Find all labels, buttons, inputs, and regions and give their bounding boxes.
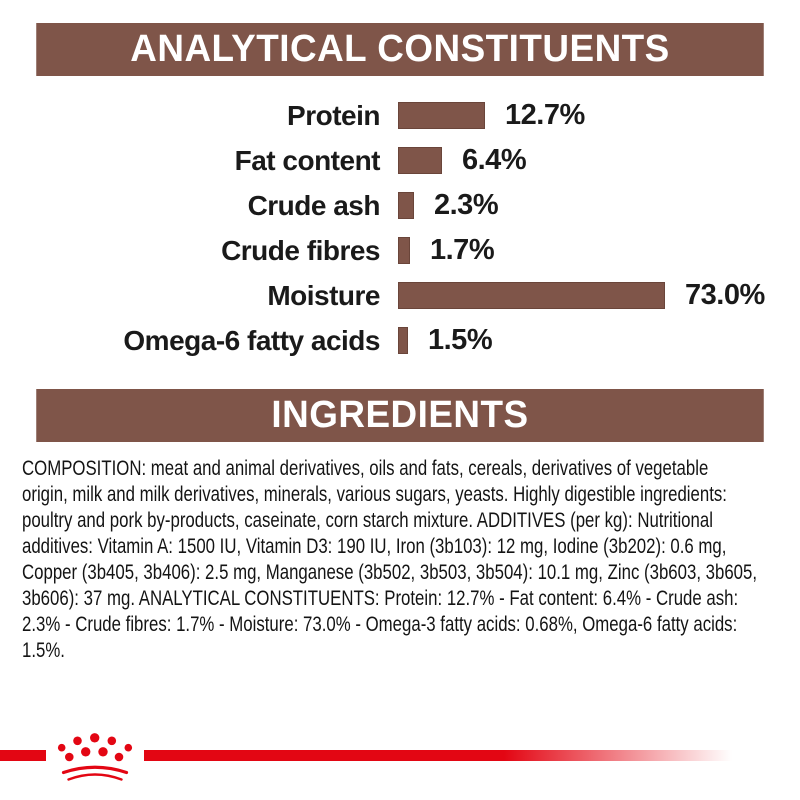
chart-row: Omega-6 fatty acids 1.5% bbox=[0, 318, 800, 363]
chart-category-label: Fat content bbox=[234, 144, 381, 176]
chart-category-label: Crude fibres bbox=[221, 234, 380, 266]
chart-bar bbox=[398, 147, 442, 174]
chart-bar bbox=[398, 282, 665, 309]
ingredients-header: INGREDIENTS bbox=[36, 389, 764, 442]
analytical-constituents-header: ANALYTICAL CONSTITUENTS bbox=[36, 23, 764, 76]
red-stripe-right bbox=[144, 750, 744, 761]
chart-bar bbox=[398, 237, 410, 264]
chart-row: Moisture 73.0% bbox=[0, 273, 800, 318]
analytical-constituents-title: ANALYTICAL CONSTITUENTS bbox=[130, 28, 670, 70]
chart-value-label: 73.0% bbox=[685, 279, 765, 311]
chart-bar bbox=[398, 102, 485, 129]
chart-bar bbox=[398, 192, 414, 219]
chart-value-label: 1.7% bbox=[430, 234, 495, 266]
chart-value-label: 2.3% bbox=[434, 189, 499, 221]
chart-row: Protein 12.7% bbox=[0, 93, 800, 138]
chart-value-label: 1.5% bbox=[428, 324, 493, 356]
red-stripe-left bbox=[0, 750, 46, 761]
chart-bar bbox=[398, 327, 408, 354]
crown-paw-logo-icon bbox=[57, 733, 133, 781]
ingredients-composition-text: COMPOSITION: meat and animal derivatives… bbox=[22, 457, 758, 662]
chart-row: Crude ash 2.3% bbox=[0, 183, 800, 228]
chart-row: Fat content 6.4% bbox=[0, 138, 800, 183]
chart-category-label: Moisture bbox=[267, 279, 380, 311]
chart-category-label: Omega-6 fatty acids bbox=[123, 324, 380, 356]
chart-category-label: Crude ash bbox=[247, 189, 381, 221]
chart-category-label: Protein bbox=[287, 99, 380, 131]
analytical-chart: Protein 12.7% Fat content 6.4% Crude ash 2.3%… bbox=[0, 93, 800, 363]
chart-row: Crude fibres 1.7% bbox=[0, 228, 800, 273]
chart-value-label: 6.4% bbox=[462, 144, 527, 176]
chart-value-label: 12.7% bbox=[505, 99, 585, 131]
ingredients-title: INGREDIENTS bbox=[271, 394, 529, 436]
